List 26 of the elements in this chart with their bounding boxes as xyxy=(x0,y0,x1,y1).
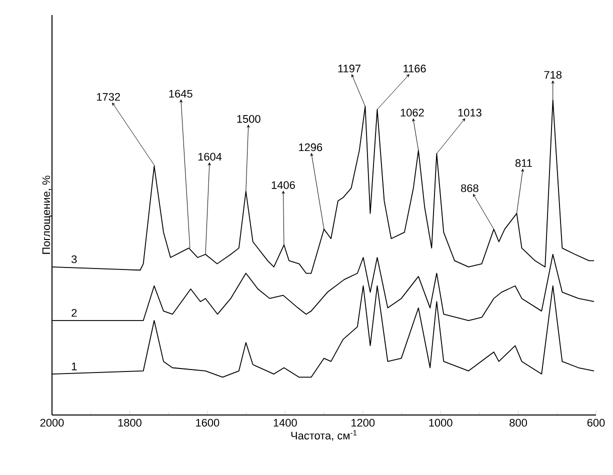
series-label: 1 xyxy=(72,362,77,370)
annotation: 1645 xyxy=(169,90,192,98)
annotation: 1296 xyxy=(299,143,322,152)
x-axis-title: Частота, см$^{-1}$ xyxy=(291,430,357,441)
annotation: 1197 xyxy=(338,64,360,72)
x-tick-label: 600 xyxy=(587,418,605,427)
annotation: 1062 xyxy=(400,108,424,117)
annotation: 1500 xyxy=(237,115,260,123)
annotation: 868 xyxy=(461,184,478,192)
annotation: 811 xyxy=(515,159,532,167)
series-label: 2 xyxy=(72,309,77,317)
series-label: 3 xyxy=(72,255,77,264)
x-tick-label: 2000 xyxy=(40,418,64,427)
x-tick-label: 1000 xyxy=(429,418,452,427)
y-axis-title: Поглощение, % xyxy=(42,176,52,254)
annotation: 1406 xyxy=(272,181,295,189)
x-tick-label: 800 xyxy=(510,418,527,427)
annotation: 1604 xyxy=(198,152,222,161)
x-tick-label: 1600 xyxy=(196,418,220,427)
x-tick-label: 1400 xyxy=(274,418,297,427)
annotation: 1166 xyxy=(404,64,426,72)
annotation: 718 xyxy=(544,70,562,79)
annotation: 1732 xyxy=(96,93,120,101)
x-tick-label: 1800 xyxy=(118,418,142,427)
annotation: 1013 xyxy=(458,108,482,117)
x-tick-label: 1200 xyxy=(351,418,375,427)
